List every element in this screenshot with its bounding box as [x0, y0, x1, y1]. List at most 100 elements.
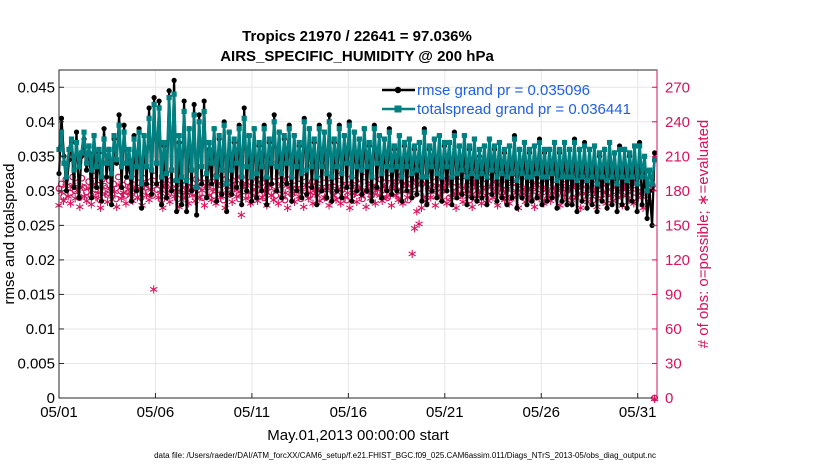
totalspread-point	[341, 133, 347, 139]
totalspread-point	[224, 181, 230, 187]
rmse-point	[449, 202, 455, 208]
series-layer: ∗∗∗∗∗∗∗∗∗∗∗∗∗∗∗∗∗∗∗∗∗∗∗∗∗∗∗∗∗∗∗∗∗∗∗∗∗∗∗∗…	[54, 77, 660, 407]
rmse-point	[133, 188, 140, 194]
rmse-point	[344, 184, 350, 190]
rmse-point	[174, 208, 180, 215]
totalspread-point	[574, 177, 580, 184]
obs-evaluated-point: ∗	[598, 186, 609, 201]
totalspread-point	[229, 167, 235, 173]
totalspread-point	[369, 174, 375, 180]
rmse-point	[58, 115, 65, 121]
rmse-point	[389, 191, 395, 197]
obs-possible-point	[103, 190, 111, 198]
totalspread-point	[649, 181, 655, 187]
rmse-point	[181, 98, 187, 104]
obs-evaluated-point: ∗	[328, 188, 339, 203]
obs-evaluated-point: ∗	[238, 178, 249, 193]
totalspread-point	[319, 164, 325, 170]
totalspread-point	[289, 174, 295, 180]
rmse-point	[564, 202, 570, 208]
y-tick-label-left: 0.005	[17, 355, 55, 372]
obs-evaluated-point: ∗	[95, 201, 106, 216]
obs-evaluated-point: ∗	[331, 193, 342, 208]
totalspread-point	[294, 164, 300, 170]
obs-evaluated-point: ∗	[356, 189, 367, 204]
obs-possible-point	[384, 194, 392, 202]
obs-evaluated-point: ∗	[65, 196, 76, 211]
y-axis-label-right: # of obs: o=possible; ∗=evaluated	[695, 120, 712, 349]
rmse-point	[339, 195, 345, 201]
rmse-point	[624, 205, 630, 211]
obs-evaluated-point: ∗	[370, 196, 381, 211]
obs-evaluated-point: ∗	[257, 191, 268, 206]
obs-evaluated-point: ∗	[374, 188, 385, 203]
totalspread-point	[316, 126, 322, 132]
x-tick-label: 05/26	[522, 404, 560, 421]
totalspread-point	[71, 167, 77, 173]
rmse-point	[394, 188, 400, 194]
totalspread-point	[189, 167, 195, 173]
obs-evaluated-point: ∗	[580, 187, 591, 202]
obs-evaluated-point: ∗	[628, 196, 639, 211]
obs-evaluated-point: ∗	[294, 189, 305, 204]
obs-evaluated-point: ∗	[555, 199, 566, 214]
rmse-point	[589, 202, 595, 208]
totalspread-point	[344, 160, 350, 166]
obs-evaluated-point: ∗	[425, 191, 436, 206]
totalspread-point	[396, 133, 402, 139]
rmse-point	[519, 195, 525, 201]
obs-evaluated-point: ∗	[84, 181, 95, 196]
rmse-point	[138, 205, 145, 211]
rmse-point	[652, 150, 658, 156]
totalspread-point	[544, 174, 550, 180]
totalspread-point	[206, 139, 212, 146]
rmse-point	[209, 181, 215, 187]
y-tick-label-left: 0.035	[17, 148, 55, 165]
totalspread-point	[306, 126, 312, 132]
rmse-point	[539, 202, 545, 208]
obs-evaluated-point: ∗	[340, 191, 351, 206]
totalspread-point	[361, 126, 367, 132]
totalspread-point	[359, 167, 365, 173]
totalspread-point	[371, 126, 377, 132]
totalspread-point	[589, 174, 595, 180]
totalspread-point	[123, 160, 130, 166]
totalspread-point	[184, 177, 190, 184]
obs-evaluated-point: ∗	[381, 191, 392, 206]
rmse-point	[579, 198, 585, 204]
obs-evaluated-point: ∗	[264, 179, 275, 194]
totalspread-point	[641, 153, 648, 159]
obs-evaluated-point: ∗	[81, 194, 92, 209]
totalspread-point	[409, 170, 415, 177]
rmse-point	[169, 188, 175, 194]
rmse-point	[234, 184, 240, 190]
totalspread-point	[449, 174, 455, 180]
obs-evaluated-point: ∗	[344, 201, 355, 216]
totalspread-point	[591, 143, 598, 149]
totalspread-point	[439, 174, 445, 180]
y-tick-label-right: 120	[665, 252, 690, 269]
totalspread-point	[126, 146, 132, 153]
obs-evaluated-point: ∗	[243, 186, 254, 201]
rmse-point	[76, 195, 82, 201]
obs-evaluated-point: ∗	[231, 189, 242, 204]
totalspread-point	[551, 139, 558, 146]
rmse-point	[254, 195, 260, 201]
y-tick-label-left: 0.045	[17, 79, 55, 96]
obs-evaluated-point: ∗	[402, 191, 413, 206]
totalspread-point	[296, 139, 302, 146]
obs-evaluated-point: ∗	[118, 186, 129, 201]
obs-evaluated-point: ∗	[305, 186, 316, 201]
totalspread-point	[514, 177, 520, 184]
obs-evaluated-point: ∗	[307, 196, 318, 211]
obs-evaluated-point: ∗	[414, 217, 425, 232]
y-tick-label-left: 0.04	[26, 114, 55, 131]
obs-evaluated-point: ∗	[409, 222, 420, 237]
x-tick-label: 05/31	[619, 404, 657, 421]
rmse-point	[424, 202, 430, 208]
obs-evaluated-point: ∗	[529, 200, 540, 215]
y-tick-label-right: 270	[665, 79, 690, 96]
totalspread-point	[436, 133, 442, 139]
obs-evaluated-point: ∗	[206, 193, 217, 208]
obs-evaluated-point: ∗	[141, 188, 152, 203]
